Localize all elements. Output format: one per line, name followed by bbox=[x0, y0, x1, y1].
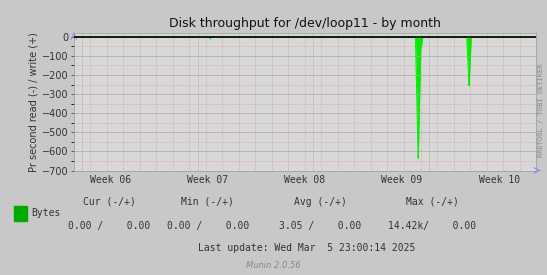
Y-axis label: Pr second read (-) / write (+): Pr second read (-) / write (+) bbox=[29, 32, 39, 172]
Text: Last update: Wed Mar  5 23:00:14 2025: Last update: Wed Mar 5 23:00:14 2025 bbox=[197, 243, 415, 253]
Text: 3.05 /    0.00: 3.05 / 0.00 bbox=[279, 221, 361, 231]
Text: 0.00 /    0.00: 0.00 / 0.00 bbox=[167, 221, 249, 231]
Text: RRDTOOL / TOBI OETIKER: RRDTOOL / TOBI OETIKER bbox=[538, 63, 544, 157]
Text: Munin 2.0.56: Munin 2.0.56 bbox=[246, 260, 301, 270]
Text: Week 09: Week 09 bbox=[381, 175, 423, 185]
Text: Week 10: Week 10 bbox=[479, 175, 520, 185]
Text: 14.42k/    0.00: 14.42k/ 0.00 bbox=[388, 221, 476, 231]
Text: Bytes: Bytes bbox=[32, 208, 61, 218]
Text: Cur (-/+): Cur (-/+) bbox=[83, 197, 136, 207]
Text: Week 08: Week 08 bbox=[284, 175, 325, 185]
Text: Week 06: Week 06 bbox=[90, 175, 131, 185]
Text: Avg (-/+): Avg (-/+) bbox=[294, 197, 346, 207]
Text: Min (-/+): Min (-/+) bbox=[182, 197, 234, 207]
Text: Week 07: Week 07 bbox=[187, 175, 229, 185]
Text: Max (-/+): Max (-/+) bbox=[406, 197, 458, 207]
Text: 0.00 /    0.00: 0.00 / 0.00 bbox=[68, 221, 150, 231]
Title: Disk throughput for /dev/loop11 - by month: Disk throughput for /dev/loop11 - by mon… bbox=[169, 17, 441, 31]
